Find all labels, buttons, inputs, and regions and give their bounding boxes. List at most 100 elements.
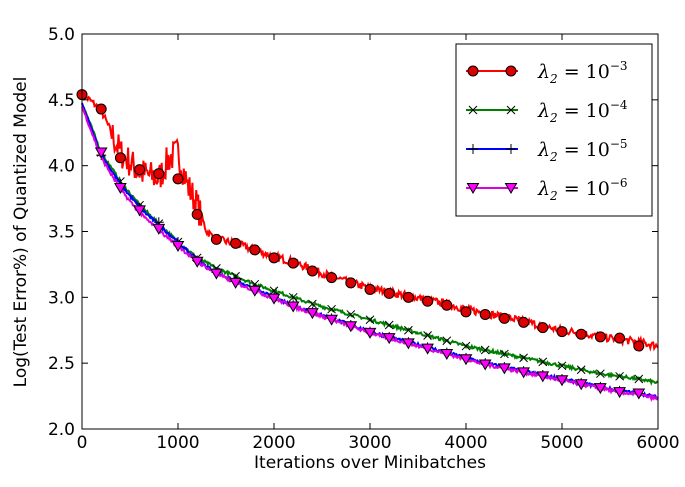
series-marker: [538, 357, 548, 367]
x-tick-label: 5000: [540, 433, 583, 453]
series-marker: [363, 327, 377, 339]
series-marker: [468, 105, 478, 115]
series-marker: [461, 341, 471, 351]
series-marker: [288, 292, 298, 302]
series-marker: [506, 144, 516, 154]
legend: λ2 = 10−3 λ2 = 10−4 λ2 = 10−5 λ2 = 10−6: [455, 43, 653, 217]
x-tick-label: 3000: [348, 433, 391, 453]
legend-label: λ2 = 10−3: [537, 59, 628, 86]
y-tick-label: 2.0: [48, 420, 75, 440]
x-tick-label: 2000: [252, 433, 295, 453]
series-marker: [500, 349, 509, 359]
series-layer: [76, 89, 659, 403]
x-tick-label: 6000: [636, 433, 679, 453]
series-marker: [498, 363, 511, 375]
series-marker: [190, 256, 204, 268]
series-marker: [326, 272, 338, 284]
series-marker: [596, 369, 605, 379]
series-marker: [460, 306, 472, 318]
series-marker: [248, 285, 262, 297]
series-marker: [384, 320, 394, 330]
series-marker: [364, 283, 376, 295]
x-tick-label: 0: [77, 433, 88, 453]
series-marker: [94, 147, 108, 159]
series-marker: [442, 336, 452, 346]
y-tick-label: 3.0: [48, 288, 75, 308]
series-marker: [467, 65, 479, 77]
series-marker: [614, 332, 626, 344]
series-marker: [95, 103, 107, 115]
series-marker: [268, 252, 280, 264]
series-marker: [286, 301, 300, 313]
series-marker: [402, 291, 414, 303]
series-marker: [466, 183, 480, 194]
series-marker: [152, 223, 166, 235]
series-marker: [383, 287, 395, 299]
legend-item-2: λ2 = 10−4: [466, 98, 628, 125]
series-marker: [365, 315, 375, 325]
series-marker: [468, 144, 478, 154]
series-marker: [519, 353, 528, 363]
series-marker: [191, 208, 203, 220]
series-marker: [557, 361, 567, 371]
series-marker: [344, 321, 358, 333]
series-marker: [480, 345, 490, 355]
x-tick-label: 1000: [156, 433, 199, 453]
series-marker: [267, 293, 281, 305]
series-marker: [594, 383, 607, 395]
series-marker: [346, 310, 356, 319]
series-marker: [306, 308, 319, 320]
x-tick-label: 4000: [444, 433, 487, 453]
series-marker: [440, 348, 454, 360]
series-marker: [134, 164, 146, 176]
series-marker: [249, 244, 261, 256]
series-marker: [459, 354, 473, 366]
series-marker: [504, 183, 518, 194]
series-marker: [634, 374, 644, 384]
series-marker: [517, 367, 530, 379]
axes-layer: 0 1000 2000 3000 4000 5000 6000 2.0 2.5 3.0 3.5 4.0…: [48, 25, 680, 453]
series-marker: [287, 257, 299, 269]
series-marker: [594, 331, 606, 343]
series-marker: [537, 322, 549, 334]
series-marker: [574, 379, 588, 391]
series-marker: [382, 333, 396, 345]
series-marker: [404, 325, 413, 335]
series-marker: [632, 388, 646, 400]
y-tick-label: 2.5: [48, 354, 75, 374]
series-marker: [575, 328, 587, 340]
y-tick-label: 4.0: [48, 157, 75, 177]
series-marker: [171, 240, 185, 252]
series-marker: [114, 183, 127, 195]
series-marker: [613, 387, 626, 399]
series-marker: [308, 299, 317, 309]
series-marker: [325, 314, 338, 326]
series-marker: [210, 268, 223, 280]
series-marker: [306, 265, 318, 277]
series-marker: [153, 168, 165, 180]
series-marker: [421, 343, 434, 355]
series-4: [81, 106, 659, 403]
series-marker: [441, 299, 453, 311]
series-marker: [229, 277, 242, 289]
series-marker: [422, 295, 434, 307]
series-marker: [230, 237, 242, 249]
series-marker: [402, 338, 415, 350]
series-marker: [556, 326, 568, 338]
legend-label: λ2 = 10−5: [537, 137, 628, 164]
series-marker: [423, 331, 432, 340]
series-marker: [172, 173, 184, 185]
legend-item-3: λ2 = 10−5: [466, 137, 628, 164]
y-tick-label: 4.5: [48, 91, 75, 111]
y-axis-label: Log(Test Error%) of Quantized Model: [11, 77, 31, 388]
series-marker: [133, 205, 146, 217]
legend-item-4: λ2 = 10−6: [466, 176, 628, 203]
series-marker: [505, 65, 517, 77]
legend-label: λ2 = 10−4: [537, 98, 628, 125]
series-marker: [210, 233, 222, 245]
series-1: [76, 89, 659, 352]
series-marker: [327, 304, 336, 314]
legend-label: λ2 = 10−6: [537, 176, 628, 203]
y-tick-label: 3.5: [48, 223, 75, 243]
